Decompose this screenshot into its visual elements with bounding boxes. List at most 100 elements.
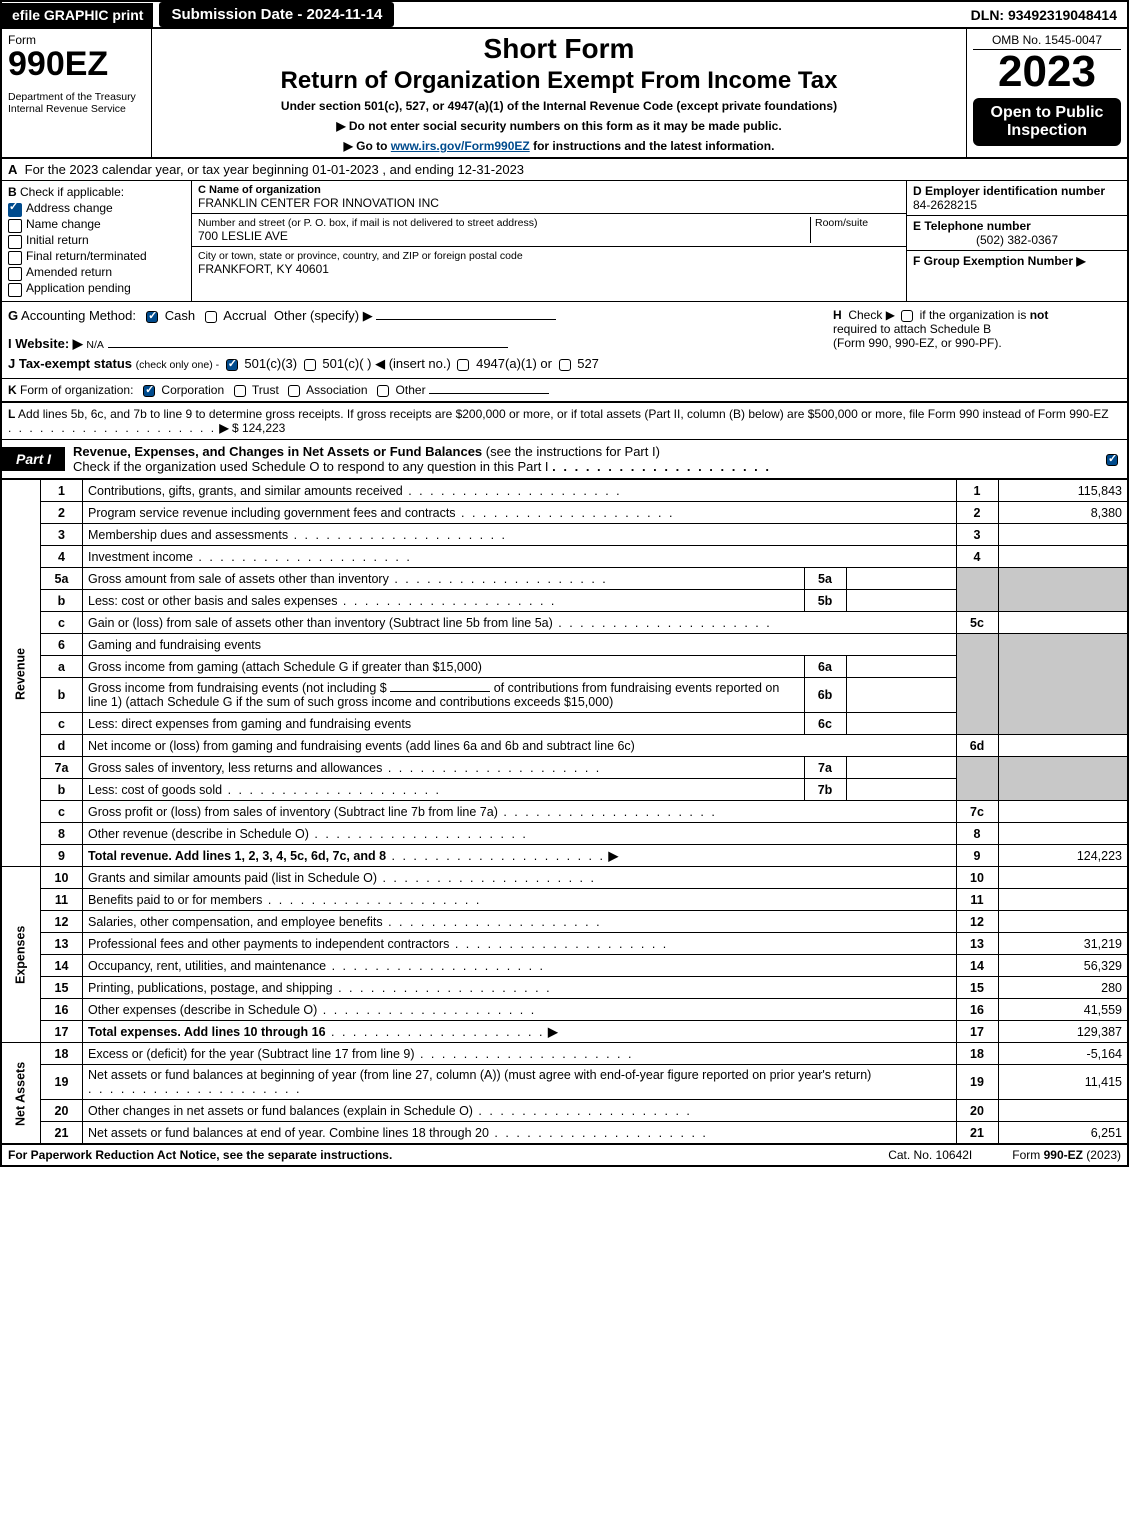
sv-6a	[846, 656, 956, 678]
s-5b: 5b	[804, 590, 846, 612]
col-b-sub: Check if applicable:	[20, 185, 124, 199]
chk-other-org[interactable]	[377, 385, 389, 397]
chk-501c[interactable]	[304, 359, 316, 371]
n-5a: 5a	[41, 568, 83, 590]
chk-schedule-o-used[interactable]	[1106, 454, 1118, 466]
org-name-label: C Name of organization	[198, 184, 900, 196]
r-21: 21	[956, 1122, 998, 1144]
n-15: 15	[41, 977, 83, 999]
line-h-t2: if the organization is	[920, 308, 1027, 322]
r-7c: 7c	[956, 801, 998, 823]
r-5c: 5c	[956, 612, 998, 634]
row-3: 3 Membership dues and assessments 3	[1, 524, 1128, 546]
s-6c: 6c	[804, 713, 846, 735]
org-city-block: City or town, state or province, country…	[192, 247, 906, 279]
chk-527[interactable]	[559, 359, 571, 371]
shade-5ab-amt	[998, 568, 1128, 612]
d-2: Program service revenue including govern…	[88, 506, 456, 520]
dln: DLN: 93492319048414	[961, 3, 1127, 27]
a-4	[998, 546, 1128, 568]
a-3	[998, 524, 1128, 546]
form-header: Form 990EZ Department of the Treasury In…	[0, 29, 1129, 159]
r-10: 10	[956, 867, 998, 889]
row-2: 2 Program service revenue including gove…	[1, 502, 1128, 524]
short-form-label: Short Form	[162, 33, 956, 65]
row-6: 6 Gaming and fundraising events	[1, 634, 1128, 656]
r-20: 20	[956, 1100, 998, 1122]
d-19: Net assets or fund balances at beginning…	[88, 1068, 871, 1082]
shade-6abc-amt	[998, 634, 1128, 735]
expenses-vlabel: Expenses	[1, 867, 41, 1043]
phone-label: E Telephone number	[913, 219, 1031, 233]
form-number: 990EZ	[8, 47, 145, 81]
chk-address-change[interactable]: Address change	[8, 201, 185, 215]
d-6c: Less: direct expenses from gaming and fu…	[88, 717, 411, 731]
d-3: Membership dues and assessments	[88, 528, 288, 542]
opt-other-org: Other	[396, 383, 426, 397]
n-5b: b	[41, 590, 83, 612]
opt-accrual: Accrual	[223, 308, 266, 323]
chk-amended-return[interactable]: Amended return	[8, 265, 185, 279]
r-3: 3	[956, 524, 998, 546]
n-4: 4	[41, 546, 83, 568]
opt-other: Other (specify) ▶	[274, 308, 373, 323]
a-1: 115,843	[998, 480, 1128, 502]
n-5c: c	[41, 612, 83, 634]
d-5c: Gain or (loss) from sale of assets other…	[88, 616, 553, 630]
chk-application-pending[interactable]: Application pending	[8, 281, 185, 295]
chk-initial-return[interactable]: Initial return	[8, 233, 185, 247]
chk-trust[interactable]	[234, 385, 246, 397]
a-14: 56,329	[998, 955, 1128, 977]
d-6: Gaming and fundraising events	[83, 634, 957, 656]
part1-title-paren: (see the instructions for Part I)	[486, 444, 660, 459]
line-l: L Add lines 5b, 6c, and 7b to line 9 to …	[0, 402, 1129, 440]
n-10: 10	[41, 867, 83, 889]
r-16: 16	[956, 999, 998, 1021]
row-7c: c Gross profit or (loss) from sales of i…	[1, 801, 1128, 823]
chk-association[interactable]	[288, 385, 300, 397]
d-10: Grants and similar amounts paid (list in…	[88, 871, 377, 885]
s-7b: 7b	[804, 779, 846, 801]
d-1: Contributions, gifts, grants, and simila…	[88, 484, 403, 498]
r-17: 17	[956, 1021, 998, 1043]
col-b-label: B	[8, 185, 17, 199]
a-20	[998, 1100, 1128, 1122]
chk-accrual[interactable]	[205, 311, 217, 323]
a-7c	[998, 801, 1128, 823]
row-17: 17 Total expenses. Add lines 10 through …	[1, 1021, 1128, 1043]
chk-cash[interactable]	[146, 311, 158, 323]
chk-final-return[interactable]: Final return/terminated	[8, 249, 185, 263]
r-8: 8	[956, 823, 998, 845]
sv-7b	[846, 779, 956, 801]
n-19: 19	[41, 1065, 83, 1100]
n-21: 21	[41, 1122, 83, 1144]
line-j-label: J Tax-exempt status	[8, 356, 132, 371]
n-7b: b	[41, 779, 83, 801]
line-k-text: Form of organization:	[20, 383, 133, 397]
line-h-t1: Check ▶	[848, 308, 895, 322]
chk-name-change[interactable]: Name change	[8, 217, 185, 231]
s-5a: 5a	[804, 568, 846, 590]
s-6b: 6b	[804, 678, 846, 713]
efile-label[interactable]: efile GRAPHIC print	[2, 3, 153, 27]
shade-7ab	[956, 757, 998, 801]
part1-label: Part I	[2, 447, 65, 471]
a-12	[998, 911, 1128, 933]
chk-501c3[interactable]	[226, 359, 238, 371]
part1-title-text: Revenue, Expenses, and Changes in Net As…	[73, 444, 482, 459]
chk-corporation[interactable]	[143, 385, 155, 397]
d-5b: Less: cost or other basis and sales expe…	[88, 594, 337, 608]
n-1: 1	[41, 480, 83, 502]
chk-4947[interactable]	[457, 359, 469, 371]
chk-scheduleb-not-required[interactable]	[901, 310, 913, 322]
a-10	[998, 867, 1128, 889]
irs-link[interactable]: www.irs.gov/Form990EZ	[391, 139, 530, 153]
line-g: G Accounting Method: Cash Accrual Other …	[2, 302, 827, 378]
ein-label: D Employer identification number	[913, 184, 1105, 198]
d-12: Salaries, other compensation, and employ…	[88, 915, 383, 929]
d-20: Other changes in net assets or fund bala…	[88, 1104, 473, 1118]
d-5a: Gross amount from sale of assets other t…	[88, 572, 389, 586]
city-label: City or town, state or province, country…	[198, 250, 900, 262]
phone-value: (502) 382-0367	[913, 233, 1121, 247]
n-7c: c	[41, 801, 83, 823]
